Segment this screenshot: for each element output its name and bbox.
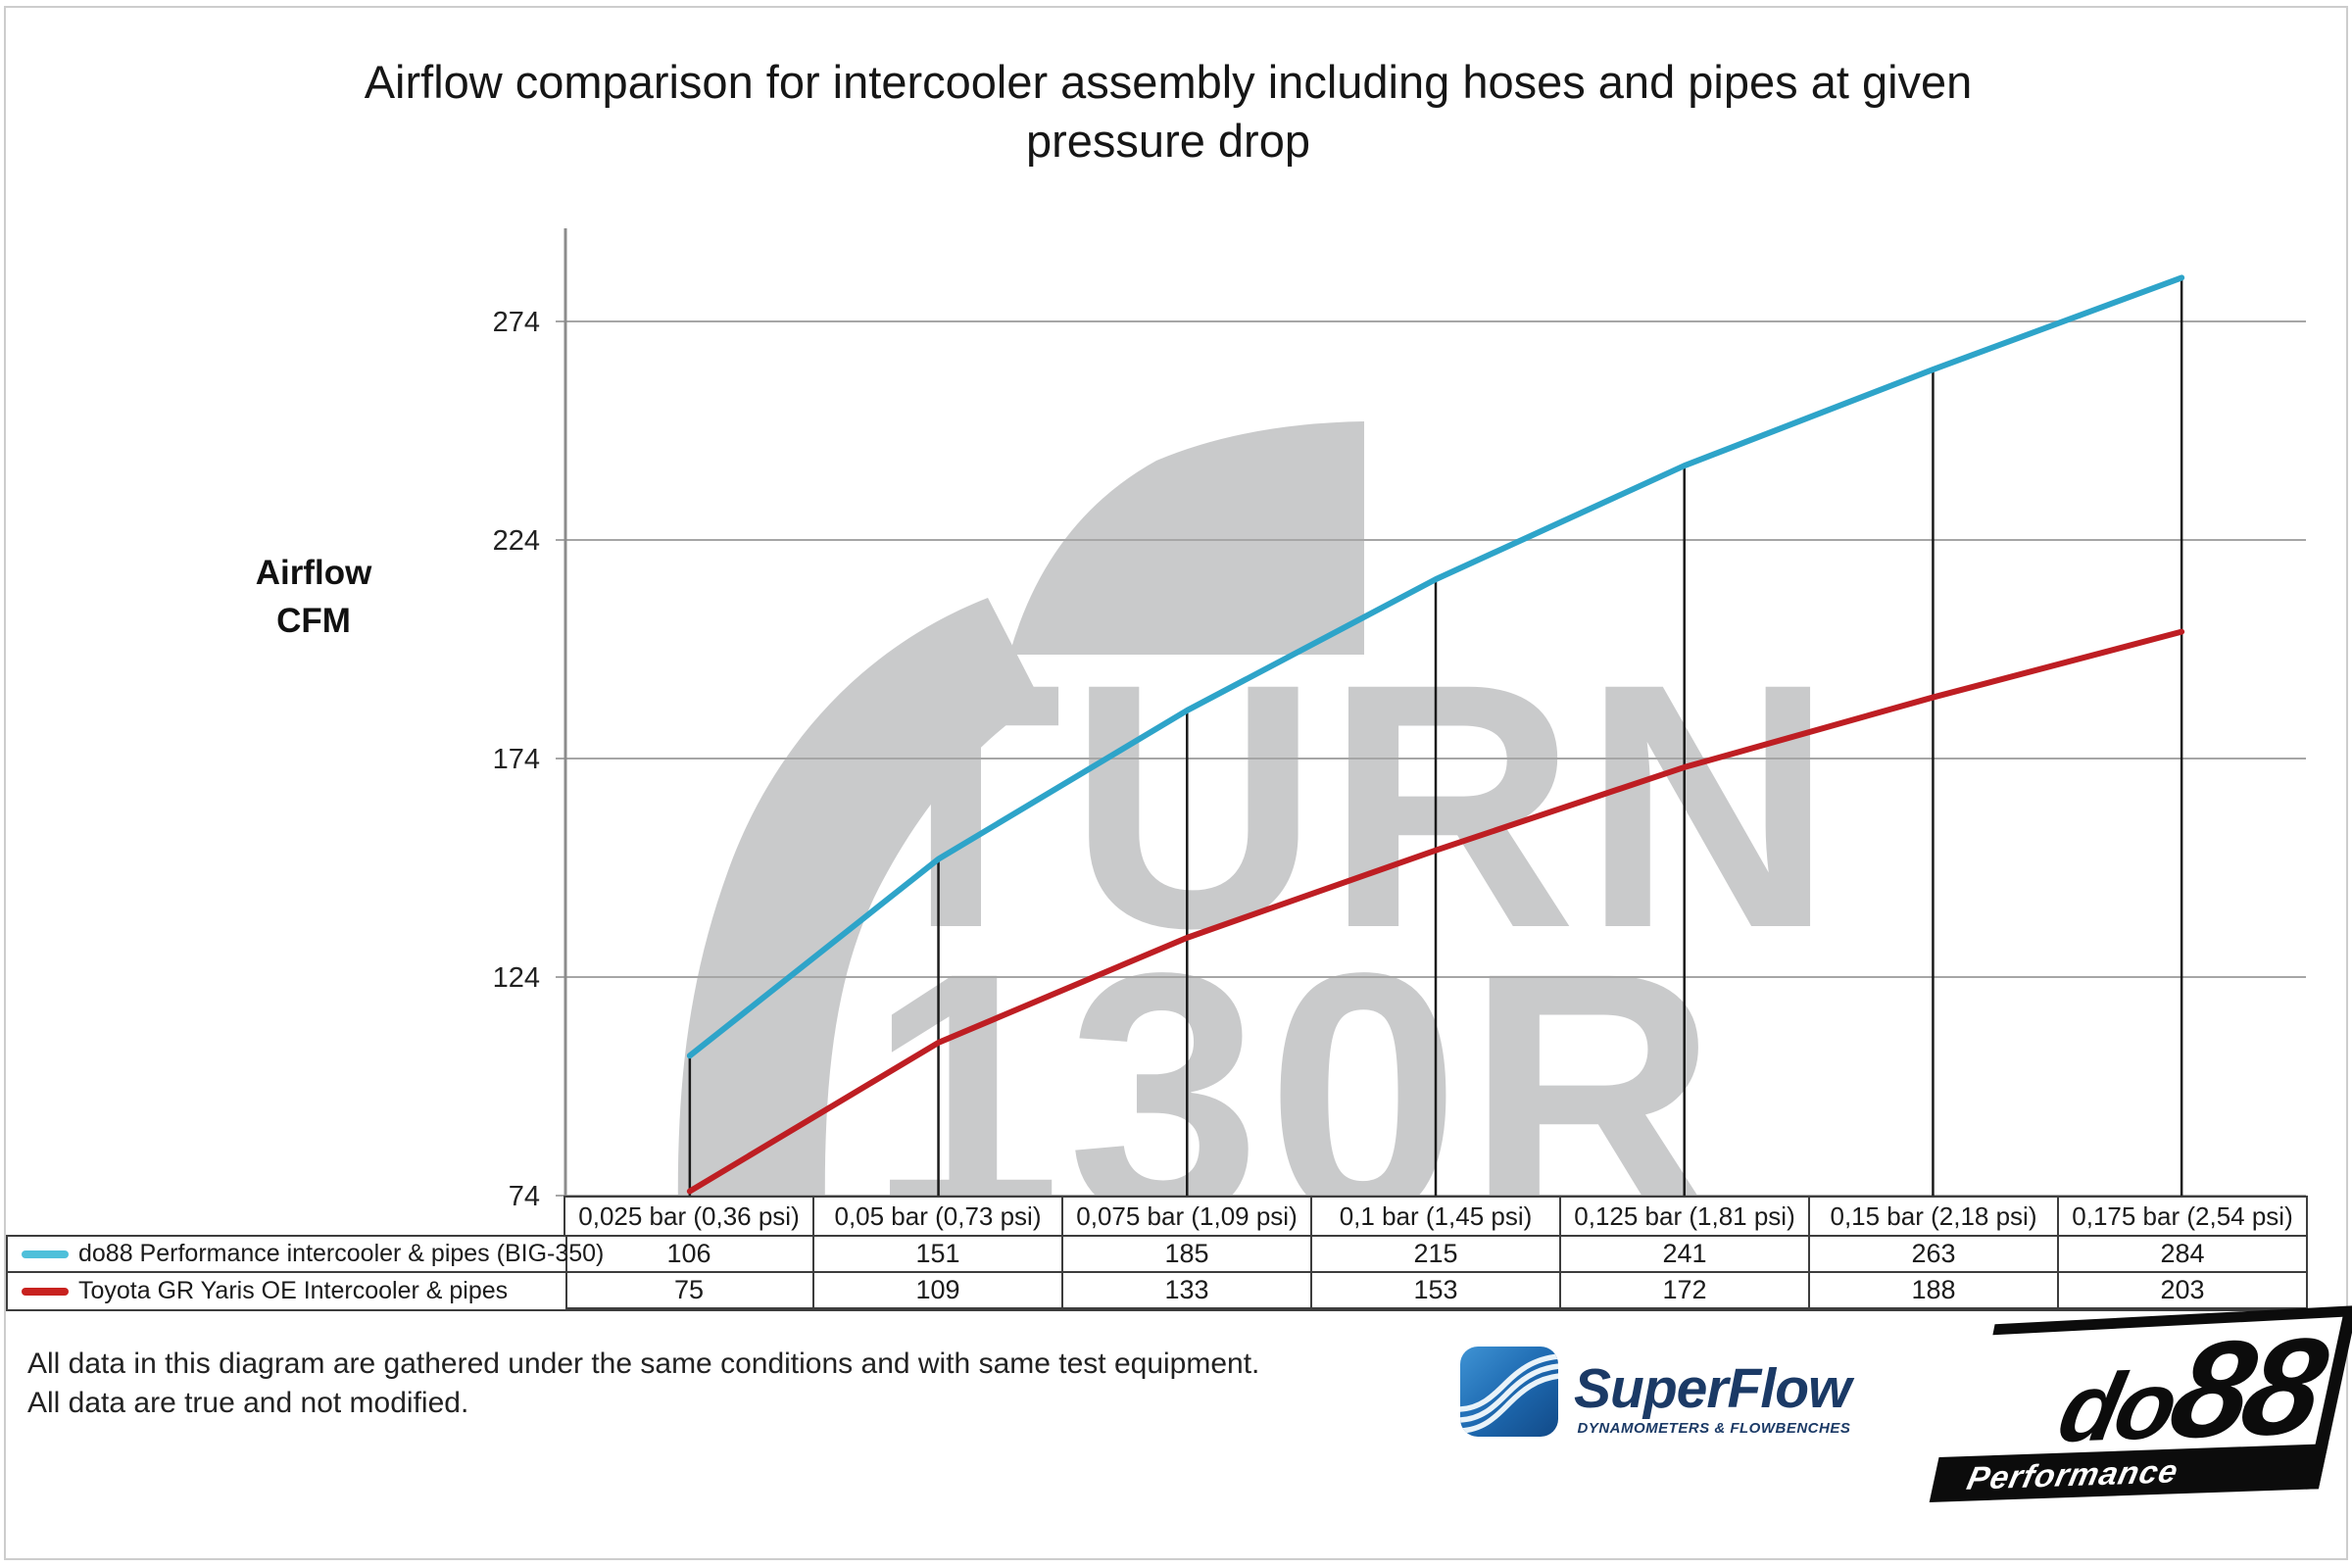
value-cell: 203: [2059, 1273, 2306, 1307]
y-tick-label: 74: [509, 1181, 540, 1212]
watermark-blade-shape: [677, 598, 1041, 1217]
value-cell: 185: [1063, 1237, 1310, 1271]
toyota-series-swatch-icon: [22, 1287, 69, 1296]
value-cell: 106: [565, 1237, 812, 1271]
y-tick-label: 174: [493, 744, 540, 775]
value-cell: 215: [1312, 1237, 1559, 1271]
do88-name-do: do: [2050, 1350, 2184, 1462]
series-line: [686, 274, 2185, 1059]
do88-logo: do 88 Performance: [1929, 1305, 2352, 1502]
x-category-label: 0,05 bar (0,73 psi): [814, 1198, 1061, 1235]
value-cell: 172: [1561, 1273, 1808, 1307]
value-cell: 263: [1810, 1237, 2057, 1271]
legend-row-do88: do88 Performance intercooler & pipes (BI…: [8, 1237, 604, 1273]
do88-tagline: Performance: [1964, 1452, 2182, 1496]
y-axis-title-line2: CFM: [276, 602, 351, 640]
legend-box: do88 Performance intercooler & pipes (BI…: [6, 1235, 604, 1311]
superflow-tagline: DYNAMOMETERS & FLOWBENCHES: [1577, 1420, 1851, 1437]
do88-series-swatch-icon: [22, 1250, 69, 1258]
chart-title: Airflow comparison for intercooler assem…: [364, 56, 1973, 168]
value-cell: 241: [1561, 1237, 1808, 1271]
value-cell: 133: [1063, 1273, 1310, 1307]
footer-disclaimer: All data in this diagram are gathered un…: [27, 1345, 1259, 1423]
value-cell: 75: [565, 1273, 812, 1307]
series-lines: [686, 274, 2185, 1195]
legend-row-toyota: Toyota GR Yaris OE Intercooler & pipes: [8, 1273, 565, 1309]
do88-wordmark: do 88: [1951, 1308, 2336, 1468]
superflow-logo: SuperFlow DYNAMOMETERS & FLOWBENCHES: [1458, 1343, 1851, 1439]
y-tick-label: 274: [493, 307, 540, 338]
x-category-label: 0,075 bar (1,09 psi): [1063, 1198, 1310, 1235]
y-tick-label: 224: [493, 525, 540, 557]
footer-line2: All data are true and not modified.: [27, 1387, 469, 1419]
value-cell: 151: [814, 1237, 1061, 1271]
watermark-logo: TURN 130R: [677, 421, 1839, 1290]
watermark-text-line1: TURN: [850, 612, 1839, 1001]
do88-name-88: 88: [2158, 1308, 2334, 1468]
superflow-name: SuperFlow: [1574, 1357, 1851, 1420]
x-category-label: 0,125 bar (1,81 psi): [1561, 1198, 1808, 1235]
superflow-wave-icon: [1460, 1347, 1558, 1437]
superflow-wordmark: SuperFlow DYNAMOMETERS & FLOWBENCHES: [1574, 1357, 1851, 1439]
value-cell: 188: [1810, 1273, 2057, 1307]
value-cell: 109: [814, 1273, 1061, 1307]
y-axis-title: Airflow CFM: [214, 549, 414, 645]
value-cell: 153: [1312, 1273, 1559, 1307]
x-category-label: 0,15 bar (2,18 psi): [1810, 1198, 2057, 1235]
y-axis-title-line1: Airflow: [255, 554, 372, 592]
value-cell: 284: [2059, 1237, 2306, 1271]
legend-label-toyota: Toyota GR Yaris OE Intercooler & pipes: [78, 1277, 509, 1304]
data-point-drop-lines: [688, 277, 2183, 1196]
y-tick-label: 124: [493, 962, 540, 994]
legend-label-do88: do88 Performance intercooler & pipes (BI…: [78, 1240, 605, 1267]
series-line: [686, 628, 2185, 1195]
watermark-fin-shape: [1009, 421, 1364, 655]
x-category-label: 0,1 bar (1,45 psi): [1312, 1198, 1559, 1235]
data-table: 0,025 bar (0,36 psi) 0,05 bar (0,73 psi) 0…: [564, 1196, 2308, 1311]
x-category-label: 0,175 bar (2,54 psi): [2059, 1198, 2306, 1235]
x-category-label: 0,025 bar (0,36 psi): [565, 1198, 812, 1235]
footer-line1: All data in this diagram are gathered un…: [27, 1348, 1260, 1380]
